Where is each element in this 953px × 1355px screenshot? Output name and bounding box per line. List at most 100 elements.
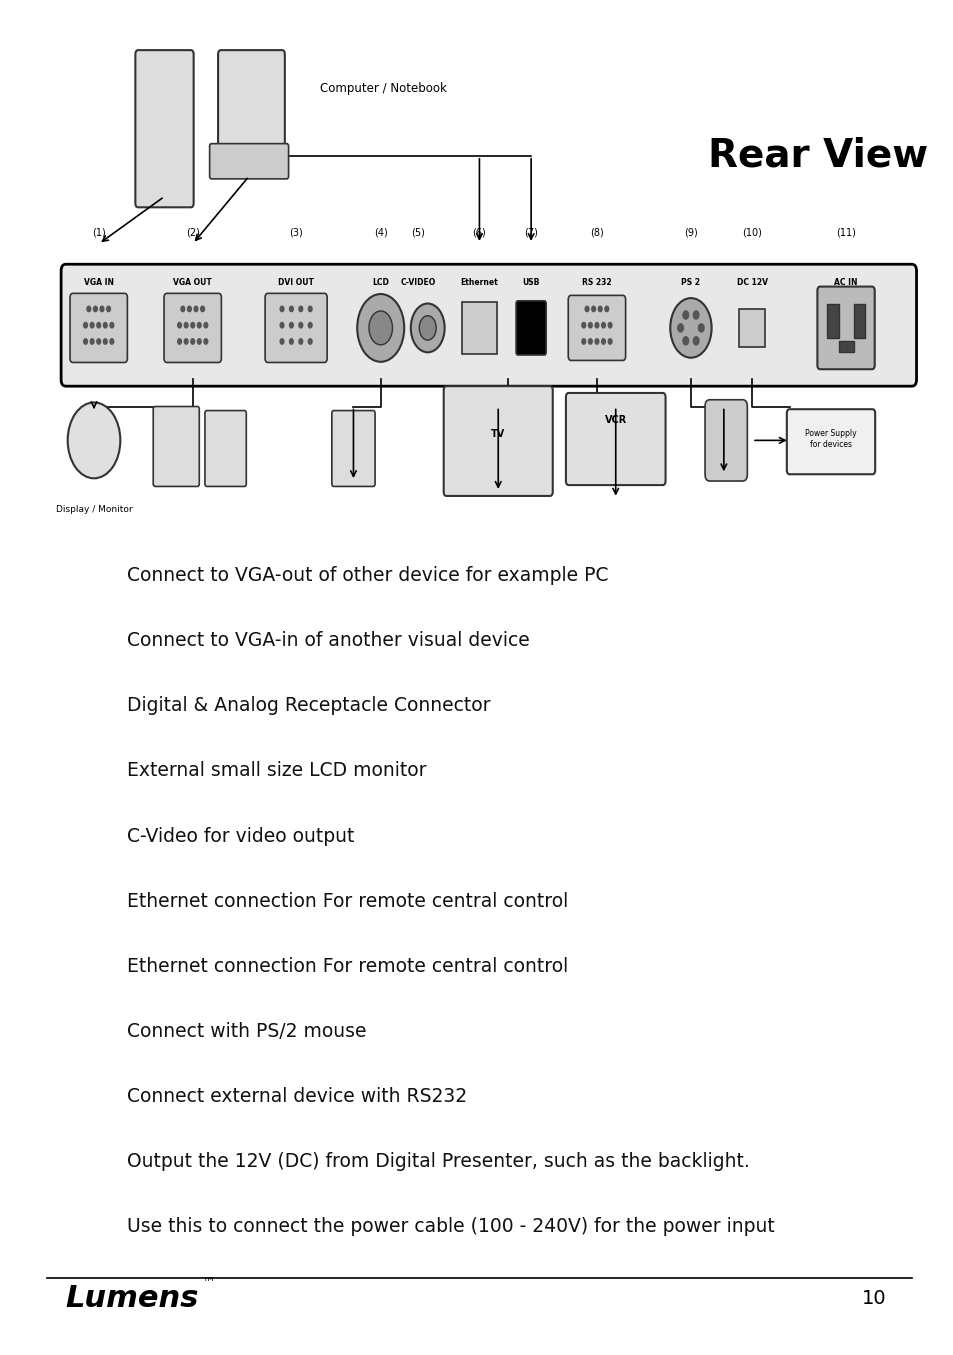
- FancyBboxPatch shape: [164, 293, 221, 362]
- Text: Power Supply
for devices: Power Supply for devices: [804, 430, 856, 449]
- Circle shape: [181, 306, 185, 312]
- Circle shape: [91, 339, 94, 344]
- Text: PS 2: PS 2: [680, 278, 700, 287]
- Text: Ethernet: Ethernet: [460, 278, 497, 287]
- Circle shape: [298, 322, 302, 328]
- FancyBboxPatch shape: [135, 50, 193, 207]
- Circle shape: [601, 339, 605, 344]
- Bar: [461, 302, 497, 354]
- Circle shape: [84, 322, 88, 328]
- FancyBboxPatch shape: [565, 393, 665, 485]
- Circle shape: [93, 306, 97, 312]
- Text: USB: USB: [522, 278, 539, 287]
- Circle shape: [197, 339, 201, 344]
- Circle shape: [677, 324, 682, 332]
- Circle shape: [369, 310, 392, 346]
- Circle shape: [584, 306, 588, 312]
- Bar: [739, 309, 764, 347]
- Text: (6): (6): [472, 228, 486, 237]
- Text: Use this to connect the power cable (100 - 240V) for the power input: Use this to connect the power cable (100…: [127, 1217, 774, 1236]
- Text: Ethernet connection For remote central control: Ethernet connection For remote central c…: [127, 957, 568, 976]
- Text: 10: 10: [861, 1289, 885, 1308]
- Text: C-Video for video output: C-Video for video output: [127, 827, 354, 846]
- Circle shape: [418, 316, 436, 340]
- Text: LCD: LCD: [372, 278, 389, 287]
- FancyBboxPatch shape: [568, 295, 625, 360]
- Circle shape: [107, 306, 111, 312]
- Text: (9): (9): [683, 228, 697, 237]
- Text: Rear View: Rear View: [707, 137, 927, 175]
- FancyBboxPatch shape: [265, 293, 327, 362]
- Text: (4): (4): [374, 228, 387, 237]
- Circle shape: [100, 306, 104, 312]
- Circle shape: [604, 306, 608, 312]
- Text: VCR: VCR: [604, 415, 626, 425]
- Text: (1): (1): [91, 228, 106, 237]
- Circle shape: [204, 339, 208, 344]
- Text: (2): (2): [186, 228, 199, 237]
- FancyBboxPatch shape: [218, 50, 285, 153]
- Circle shape: [298, 339, 302, 344]
- Circle shape: [601, 322, 605, 328]
- Circle shape: [608, 322, 611, 328]
- Circle shape: [308, 322, 312, 328]
- Circle shape: [103, 339, 107, 344]
- Text: Connect external device with RS232: Connect external device with RS232: [127, 1087, 467, 1106]
- Circle shape: [595, 339, 598, 344]
- Circle shape: [91, 322, 94, 328]
- Circle shape: [411, 304, 444, 352]
- Circle shape: [670, 298, 711, 358]
- Text: VGA IN: VGA IN: [84, 278, 113, 287]
- Circle shape: [110, 339, 113, 344]
- Circle shape: [698, 324, 703, 332]
- Text: Connect with PS/2 mouse: Connect with PS/2 mouse: [127, 1022, 366, 1041]
- Circle shape: [84, 339, 88, 344]
- Text: (5): (5): [411, 228, 425, 237]
- Circle shape: [87, 306, 91, 312]
- Circle shape: [298, 306, 302, 312]
- Circle shape: [177, 339, 181, 344]
- Circle shape: [608, 339, 611, 344]
- Text: Connect to VGA-out of other device for example PC: Connect to VGA-out of other device for e…: [127, 566, 608, 585]
- FancyBboxPatch shape: [61, 264, 916, 386]
- Circle shape: [280, 306, 284, 312]
- Circle shape: [591, 306, 595, 312]
- Circle shape: [110, 322, 113, 328]
- Circle shape: [280, 322, 284, 328]
- Text: Digital & Analog Receptacle Connector: Digital & Analog Receptacle Connector: [127, 696, 490, 715]
- Circle shape: [289, 306, 293, 312]
- Bar: [838, 341, 853, 352]
- Text: Display / Monitor: Display / Monitor: [55, 505, 132, 515]
- Text: DVI OUT: DVI OUT: [278, 278, 314, 287]
- Circle shape: [588, 322, 592, 328]
- Text: (3): (3): [289, 228, 303, 237]
- Circle shape: [204, 322, 208, 328]
- Text: (8): (8): [590, 228, 603, 237]
- Circle shape: [191, 339, 194, 344]
- Text: TV: TV: [491, 428, 505, 439]
- Circle shape: [581, 322, 585, 328]
- Text: DC 12V: DC 12V: [736, 278, 767, 287]
- Circle shape: [598, 306, 601, 312]
- FancyBboxPatch shape: [704, 400, 746, 481]
- Text: Computer / Notebook: Computer / Notebook: [319, 81, 446, 95]
- Circle shape: [289, 339, 293, 344]
- FancyBboxPatch shape: [210, 144, 289, 179]
- Circle shape: [693, 337, 699, 346]
- Bar: [826, 304, 838, 337]
- FancyBboxPatch shape: [516, 301, 546, 355]
- Circle shape: [595, 322, 598, 328]
- Circle shape: [308, 339, 312, 344]
- FancyBboxPatch shape: [817, 287, 874, 369]
- Circle shape: [96, 339, 100, 344]
- FancyBboxPatch shape: [786, 409, 874, 474]
- FancyBboxPatch shape: [70, 293, 128, 362]
- Text: Ethernet connection For remote central control: Ethernet connection For remote central c…: [127, 892, 568, 911]
- Circle shape: [184, 339, 188, 344]
- Circle shape: [200, 306, 204, 312]
- Circle shape: [588, 339, 592, 344]
- Circle shape: [68, 402, 120, 478]
- Text: VGA OUT: VGA OUT: [173, 278, 212, 287]
- Circle shape: [280, 339, 284, 344]
- Circle shape: [308, 306, 312, 312]
